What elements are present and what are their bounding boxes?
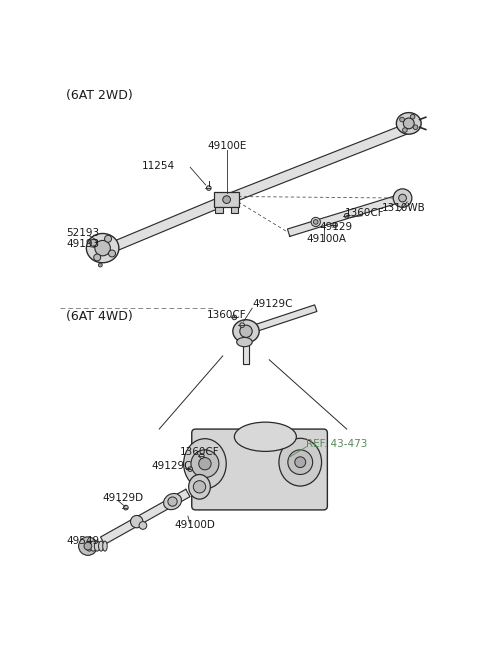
Circle shape [200,454,204,459]
Polygon shape [225,122,414,204]
Text: 49100E: 49100E [207,142,246,152]
Text: 49100A: 49100A [306,234,347,244]
Text: 1360CF: 1360CF [180,447,220,457]
Ellipse shape [279,438,322,486]
Circle shape [123,505,128,510]
Text: 11254: 11254 [142,161,175,171]
Circle shape [410,114,415,119]
Ellipse shape [164,493,181,510]
FancyBboxPatch shape [214,192,239,207]
Circle shape [199,458,211,470]
Ellipse shape [234,422,296,451]
Text: 49193: 49193 [66,239,99,249]
Circle shape [193,481,206,493]
Ellipse shape [86,234,119,263]
Text: 52193: 52193 [66,228,99,237]
Circle shape [223,195,230,203]
Polygon shape [245,305,317,335]
Text: 49129C: 49129C [152,461,192,471]
Circle shape [95,240,110,256]
Text: 1360CF: 1360CF [207,310,247,320]
FancyBboxPatch shape [215,207,223,213]
Circle shape [98,263,102,267]
Ellipse shape [98,541,104,551]
Circle shape [413,125,418,129]
Circle shape [288,450,312,474]
Text: 49129C: 49129C [252,299,293,310]
Circle shape [79,537,97,556]
Ellipse shape [95,541,100,551]
Ellipse shape [184,439,226,489]
Polygon shape [100,489,190,544]
Circle shape [191,450,219,478]
Circle shape [240,323,244,327]
Circle shape [188,467,192,472]
Ellipse shape [396,113,421,134]
Ellipse shape [90,541,96,551]
Circle shape [139,522,147,529]
Polygon shape [242,331,250,363]
Polygon shape [114,195,228,251]
Text: 49129: 49129 [320,222,353,232]
Text: 1360CF: 1360CF [345,209,384,218]
Circle shape [403,118,414,129]
Text: (6AT 4WD): (6AT 4WD) [66,310,133,323]
Ellipse shape [233,319,259,343]
Circle shape [131,516,143,528]
Text: 49100D: 49100D [175,520,216,530]
Circle shape [399,194,407,202]
Circle shape [333,222,337,228]
Circle shape [84,543,92,550]
Circle shape [90,239,96,246]
Circle shape [345,213,349,218]
Circle shape [232,315,237,319]
FancyBboxPatch shape [192,429,327,510]
Ellipse shape [86,541,93,551]
Circle shape [313,220,318,224]
Polygon shape [288,194,402,236]
FancyBboxPatch shape [230,207,238,213]
Circle shape [105,236,111,242]
Circle shape [393,189,412,207]
Circle shape [295,457,306,468]
Circle shape [400,117,404,122]
Text: (6AT 2WD): (6AT 2WD) [66,89,133,102]
Circle shape [240,325,252,337]
Ellipse shape [237,337,252,346]
Text: 49549: 49549 [66,536,99,546]
Circle shape [108,250,116,257]
Circle shape [206,186,211,190]
Circle shape [94,254,101,261]
Ellipse shape [189,474,210,499]
Circle shape [403,128,407,133]
Text: REF. 43-473: REF. 43-473 [306,439,368,449]
Circle shape [168,497,177,506]
Circle shape [311,217,321,226]
Text: 1310WB: 1310WB [382,203,425,213]
Text: 49129D: 49129D [103,493,144,503]
Ellipse shape [103,541,107,551]
